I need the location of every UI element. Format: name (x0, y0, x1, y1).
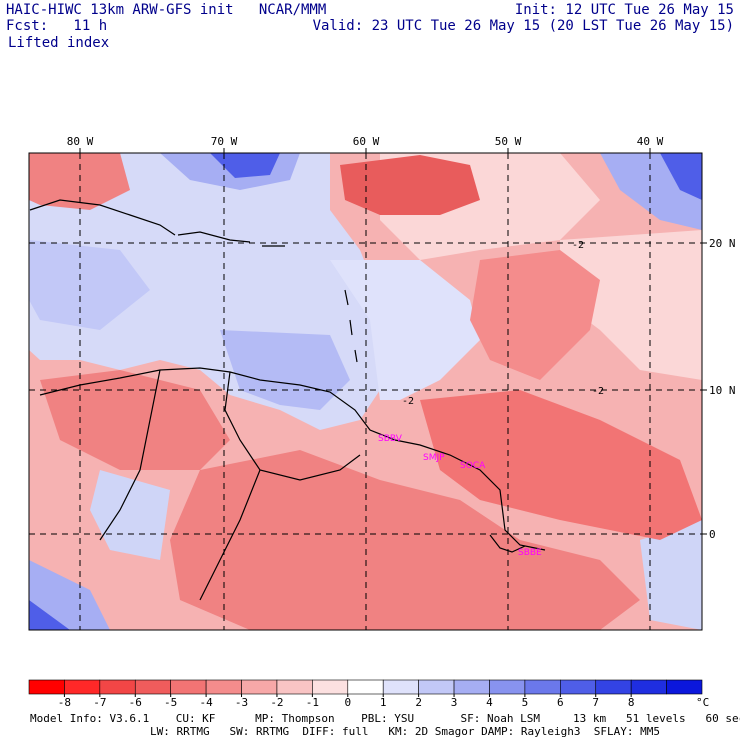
colorbar-tick-label: -7 (93, 696, 106, 709)
station-label-soca: SOCA (460, 461, 486, 471)
field-region-pos-mid (29, 240, 150, 330)
header-title: HAIC-HIWC 13km ARW-GFS init NCAR/MMM (6, 2, 327, 18)
colorbar-box (560, 679, 597, 695)
lon-label: 80 W (67, 135, 94, 148)
colorbar-tick-label: -5 (164, 696, 177, 709)
model-info-line2: LW: RRTMG SW: RRTMG DIFF: full KM: 2D Sm… (150, 725, 660, 738)
contour-label: -2 (572, 240, 584, 251)
lon-label: 40 W (637, 135, 664, 148)
colorbar-tick-label: 4 (486, 696, 493, 709)
station-label-smjp: SMJP (423, 453, 445, 463)
colorbar-box (99, 679, 136, 695)
lon-label: 60 W (353, 135, 380, 148)
model-info-line1: Model Info: V3.6.1 CU: KF MP: Thompson P… (30, 712, 740, 725)
coastline-hispaniola (177, 231, 251, 243)
colorbar-tick-label: -4 (199, 696, 213, 709)
valid-time: Valid: 23 UTC Tue 26 May 15 (20 LST Tue … (312, 18, 734, 34)
colorbar-box (595, 679, 632, 695)
lon-label: 70 W (211, 135, 238, 148)
colorbar-box (418, 679, 455, 695)
colorbar-box (489, 679, 526, 695)
colorbar-tick-label: 0 (344, 696, 351, 709)
field-region-pos-strong (29, 600, 70, 630)
field-region-pos-strong (660, 153, 702, 200)
graticule (29, 153, 702, 630)
colorbar-tick-label: -6 (129, 696, 142, 709)
lat-label: 0 (709, 528, 716, 541)
colorbar-box (64, 679, 101, 695)
lesser-antilles (344, 289, 358, 363)
colorbar-boxes (28, 679, 703, 695)
field-region-pos-light (330, 260, 480, 400)
field-region-neg-mid (170, 450, 640, 630)
colorbar-tick-label: -1 (306, 696, 319, 709)
map-field: -2 -2 -2 SBBV SMJP SOCA SBBE (29, 153, 702, 630)
colorbar-ticks: -8 -7 -6 -5 -4 -3 -2 -1 0 1 2 3 4 5 6 7 8 (58, 694, 635, 709)
contour-label: -2 (592, 386, 604, 397)
lifted-index-map: 80 W 70 W 60 W 50 W 40 W 20 N 10 N 0 (28, 135, 736, 631)
colorbar-box (134, 679, 171, 695)
border-brazil (199, 469, 261, 601)
contour-label: -2 (402, 396, 414, 407)
field-region-pos-mid (29, 560, 110, 630)
coastlines (29, 199, 546, 601)
colorbar-box (312, 679, 349, 695)
colorbar-box (241, 679, 278, 695)
field-region-neg-light (560, 230, 702, 380)
colorbar-box (453, 679, 490, 695)
colorbar-tick-label: -2 (270, 696, 283, 709)
field-region-neg-mid (470, 250, 600, 380)
colorbar-tick-label: 8 (628, 696, 635, 709)
field-region-neg-mid (29, 153, 130, 210)
lat-label: 20 N (709, 237, 736, 250)
colorbar: -8 -7 -6 -5 -4 -3 -2 -1 0 1 2 3 4 5 6 7 8 °C (28, 679, 709, 709)
colorbar-box (630, 679, 667, 695)
colorbar-box (666, 679, 703, 695)
colorbar-tick-label: 6 (557, 696, 564, 709)
variable-name: Lifted index (8, 35, 110, 51)
colorbar-box (28, 679, 65, 695)
colorbar-box (382, 679, 419, 695)
coastline-amazon-delta (489, 534, 526, 553)
field-region-pos-light (640, 520, 702, 630)
colorbar-box (524, 679, 561, 695)
init-time: Init: 12 UTC Tue 26 May 15 (514, 2, 734, 18)
field-region-pos-strong (210, 153, 280, 178)
colorbar-tick-label: 3 (451, 696, 458, 709)
forecast-hour: Fcst: 11 h (6, 18, 108, 34)
field-region-neg-mid (420, 390, 702, 540)
border-colombia (99, 369, 161, 541)
colorbar-unit: °C (696, 696, 709, 709)
colorbar-box (347, 679, 384, 695)
station-label-sbbv: SBBV (378, 434, 403, 444)
tick-marks (79, 148, 707, 535)
colorbar-tick-label: 2 (415, 696, 422, 709)
field-region-pos-light (90, 470, 170, 560)
coastline-cuba (29, 199, 176, 236)
colorbar-tick-label: -3 (235, 696, 248, 709)
lat-label: 10 N (709, 384, 736, 397)
colorbar-box (205, 679, 242, 695)
colorbar-tick-label: 5 (522, 696, 529, 709)
station-label-sbbe: SBBE (518, 548, 542, 558)
colorbar-box (276, 679, 313, 695)
colorbar-tick-label: -8 (58, 696, 71, 709)
field-region-neg-mid (40, 370, 230, 470)
colorbar-box (170, 679, 207, 695)
colorbar-tick-label: 7 (592, 696, 599, 709)
colorbar-tick-label: 1 (380, 696, 387, 709)
lon-label: 50 W (495, 135, 522, 148)
field-region-neg-strong (340, 155, 480, 215)
